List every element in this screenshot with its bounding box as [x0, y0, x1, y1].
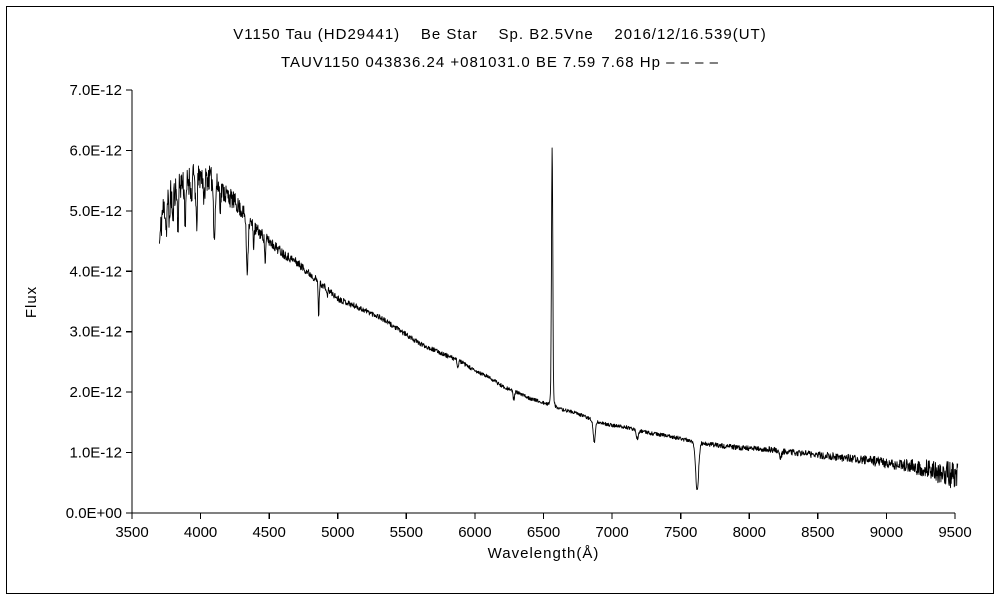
- x-tick-label: 8500: [801, 524, 834, 541]
- x-tick-label: 3500: [115, 524, 148, 541]
- x-tick-label: 9500: [938, 524, 971, 541]
- spectrum-line: [158, 147, 959, 491]
- x-tick-label: 4500: [252, 524, 285, 541]
- chart-outer-border: [6, 6, 994, 594]
- chart-title: V1150 Tau (HD29441) Be Star Sp. B2.5Vne …: [233, 26, 767, 43]
- y-tick-label: 1.0E-12: [69, 445, 122, 462]
- x-tick-label: 7500: [664, 524, 697, 541]
- x-tick-label: 8000: [733, 524, 766, 541]
- x-tick-label: 6000: [458, 524, 491, 541]
- y-tick-label: 7.0E-12: [69, 82, 122, 99]
- x-axis-label: Wavelength(Å): [487, 545, 600, 562]
- x-tick-label: 4000: [184, 524, 217, 541]
- y-tick-label: 6.0E-12: [69, 142, 122, 159]
- y-tick-label: 5.0E-12: [69, 203, 122, 220]
- chart-subtitle: TAUV1150 043836.24 +081031.0 BE 7.59 7.6…: [281, 54, 719, 71]
- x-tick-label: 7000: [595, 524, 628, 541]
- y-tick-label: 2.0E-12: [69, 384, 122, 401]
- y-tick-label: 4.0E-12: [69, 263, 122, 280]
- x-tick-label: 9000: [870, 524, 903, 541]
- x-tick-label: 6500: [527, 524, 560, 541]
- y-tick-label: 0.0E+00: [66, 505, 122, 522]
- axes-lines: [131, 90, 955, 514]
- x-tick-label: 5500: [390, 524, 423, 541]
- y-tick-label: 3.0E-12: [69, 324, 122, 341]
- x-tick-label: 5000: [321, 524, 354, 541]
